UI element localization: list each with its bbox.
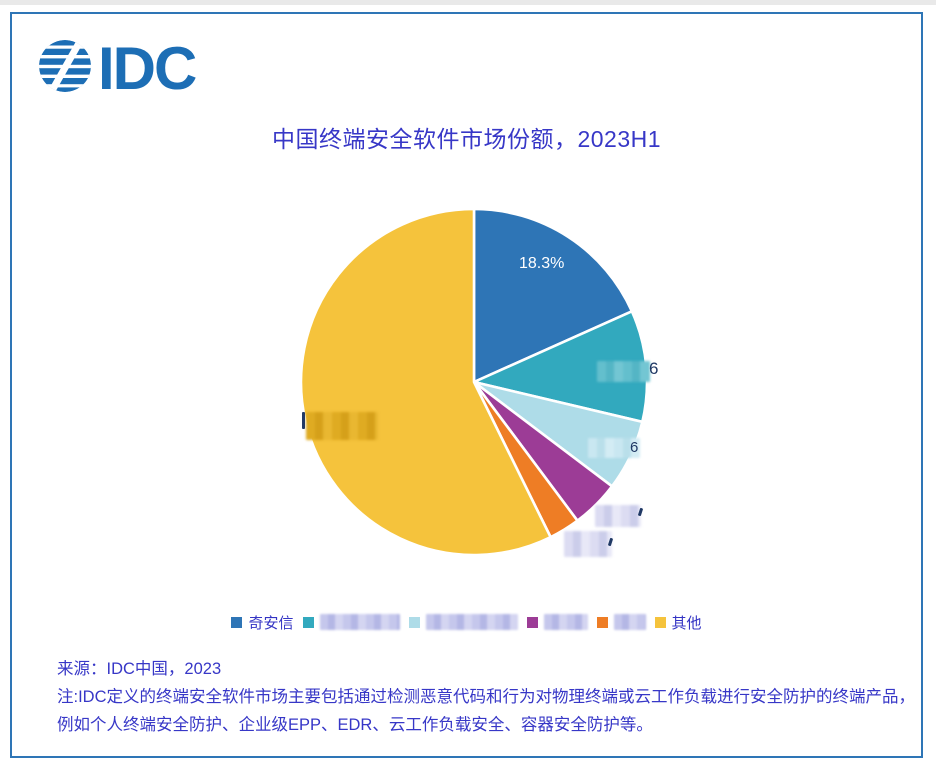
- censored-label-slice6: [306, 412, 378, 440]
- legend-censored-label-1: [319, 614, 400, 630]
- legend-swatch-3: [526, 616, 538, 628]
- pie-chart: [299, 207, 649, 557]
- chart-frame: IDC 中国终端安全软件市场份额，2023H1 18.3% 6 6 奇安信 其他 …: [10, 12, 923, 758]
- censored-label-slice5: [564, 531, 612, 557]
- legend-item-1: [302, 614, 400, 630]
- legend-censored-label-2: [425, 614, 518, 630]
- censored-label-slice2: [597, 361, 650, 382]
- legend-swatch-5: [654, 616, 666, 628]
- pie-value-fragment-slice2: 6: [649, 359, 659, 378]
- pie-value-label-qianxin: 18.3%: [519, 255, 565, 272]
- censored-label-slice6-fragment: [302, 412, 305, 429]
- chart-title: 中国终端安全软件市场份额，2023H1: [271, 126, 662, 152]
- legend-item-0: 奇安信: [231, 612, 294, 633]
- censored-label-slice4: [595, 505, 641, 527]
- logo-text: IDC: [98, 35, 196, 98]
- legend-censored-label-4: [613, 614, 646, 630]
- legend-item-5: 其他: [654, 612, 702, 633]
- legend-swatch-1: [302, 616, 314, 628]
- legend-censored-label-3: [543, 614, 588, 630]
- note-text-line2: 例如个人终端安全防护、企业级EPP、EDR、云工作负载安全、容器安全防护等。: [57, 716, 653, 734]
- legend-swatch-0: [231, 616, 243, 628]
- censored-label-slice3: [588, 438, 640, 458]
- window-top-edge: [0, 0, 936, 5]
- idc-logo: IDC: [39, 35, 198, 98]
- legend-item-4: [596, 614, 646, 630]
- legend-swatch-4: [596, 616, 608, 628]
- legend-swatch-2: [408, 616, 420, 628]
- pie-slice-5: [299, 207, 552, 557]
- legend-item-3: [526, 614, 588, 630]
- footer-notes: 来源：IDC中国，2023 注:IDC定义的终端安全软件市场主要包括通过检测恶意…: [57, 655, 915, 739]
- pie-slice-0: [472, 207, 634, 384]
- legend-label-5: 其他: [671, 614, 702, 632]
- note-text-line1: 注:IDC定义的终端安全软件市场主要包括通过检测恶意代码和行为对物理终端或云工作…: [57, 688, 915, 706]
- globe-icon: [39, 40, 91, 92]
- source-text: 来源：IDC中国，2023: [57, 660, 222, 678]
- legend-item-2: [408, 614, 518, 630]
- pie-value-fragment-slice3: 6: [630, 439, 639, 456]
- legend-label-0: 奇安信: [248, 614, 294, 632]
- chart-legend: 奇安信 其他: [12, 609, 921, 635]
